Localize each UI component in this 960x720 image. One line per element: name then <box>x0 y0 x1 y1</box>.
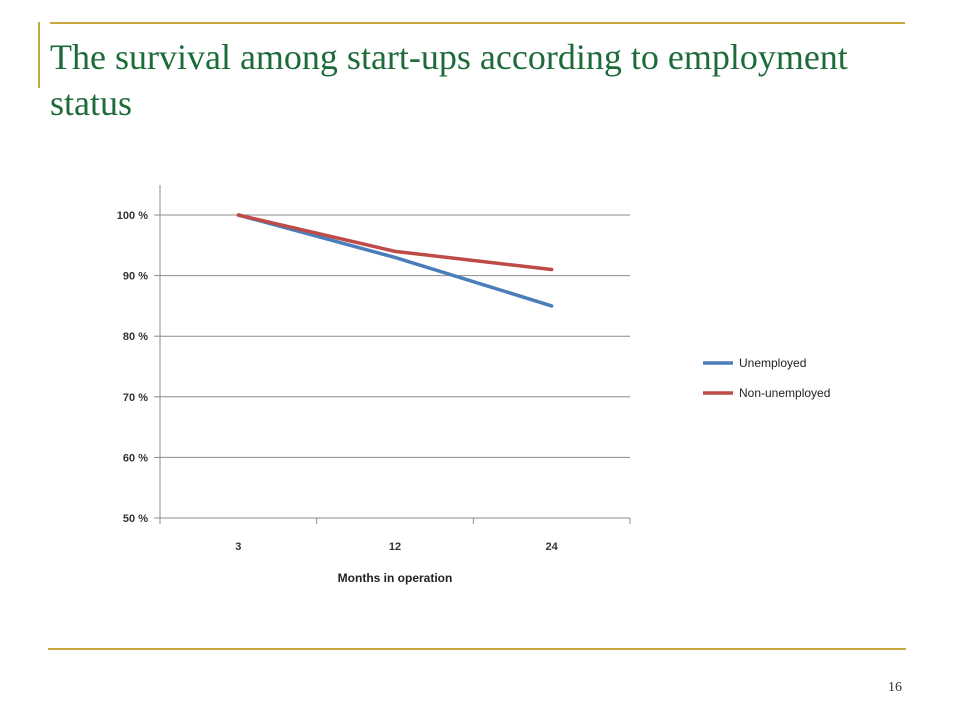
top-rule <box>50 22 905 24</box>
left-rule <box>38 22 40 88</box>
y-tick-label: 80 % <box>123 331 148 343</box>
y-tick-label: 100 % <box>117 210 148 222</box>
x-axis-title: Months in operation <box>338 571 453 585</box>
bottom-rule <box>48 648 906 650</box>
legend-label: Unemployed <box>739 356 806 370</box>
legend-label: Non-unemployed <box>739 386 830 400</box>
page-number: 16 <box>888 680 902 695</box>
x-tick-label: 3 <box>235 541 241 553</box>
x-tick-label: 24 <box>546 541 559 553</box>
series-line <box>236 213 554 308</box>
y-tick-label: 90 % <box>123 271 148 283</box>
y-tick-label: 70 % <box>123 392 148 404</box>
y-tick-label: 50 % <box>123 513 148 525</box>
y-tick-label: 60 % <box>123 452 148 464</box>
slide-title: The survival among start-ups according t… <box>50 37 848 123</box>
series-line <box>236 213 554 272</box>
x-tick-label: 12 <box>389 541 401 553</box>
